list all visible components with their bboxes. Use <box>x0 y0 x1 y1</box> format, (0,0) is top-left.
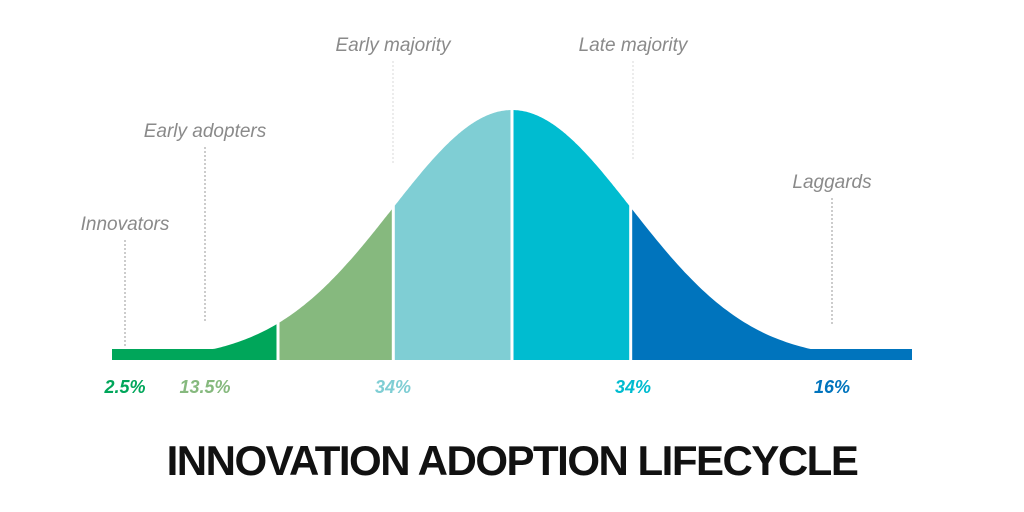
chart-title: INNOVATION ADOPTION LIFECYCLE <box>167 437 858 484</box>
segment-laggards <box>632 209 912 360</box>
segment-label: Late majority <box>579 35 689 56</box>
segment-early-majority <box>394 110 511 360</box>
segment-early-adopters <box>279 209 392 360</box>
percent-label: 34% <box>615 377 651 397</box>
labels-layer: Innovators 2.5% Early adopters 13.5% Early m… <box>81 35 872 397</box>
segment-label: Early adopters <box>144 121 267 142</box>
percent-label: 34% <box>375 377 411 397</box>
percent-label: 2.5% <box>103 377 145 397</box>
leaders-layer <box>124 61 833 346</box>
percent-label: 16% <box>814 377 850 397</box>
percent-label: 13.5% <box>179 377 230 397</box>
segments-layer <box>112 110 912 360</box>
segment-label: Laggards <box>792 172 872 193</box>
segment-label: Early majority <box>335 35 452 56</box>
segment-late-majority <box>513 110 630 360</box>
segment-innovators <box>112 324 277 360</box>
segment-label: Innovators <box>81 214 170 235</box>
